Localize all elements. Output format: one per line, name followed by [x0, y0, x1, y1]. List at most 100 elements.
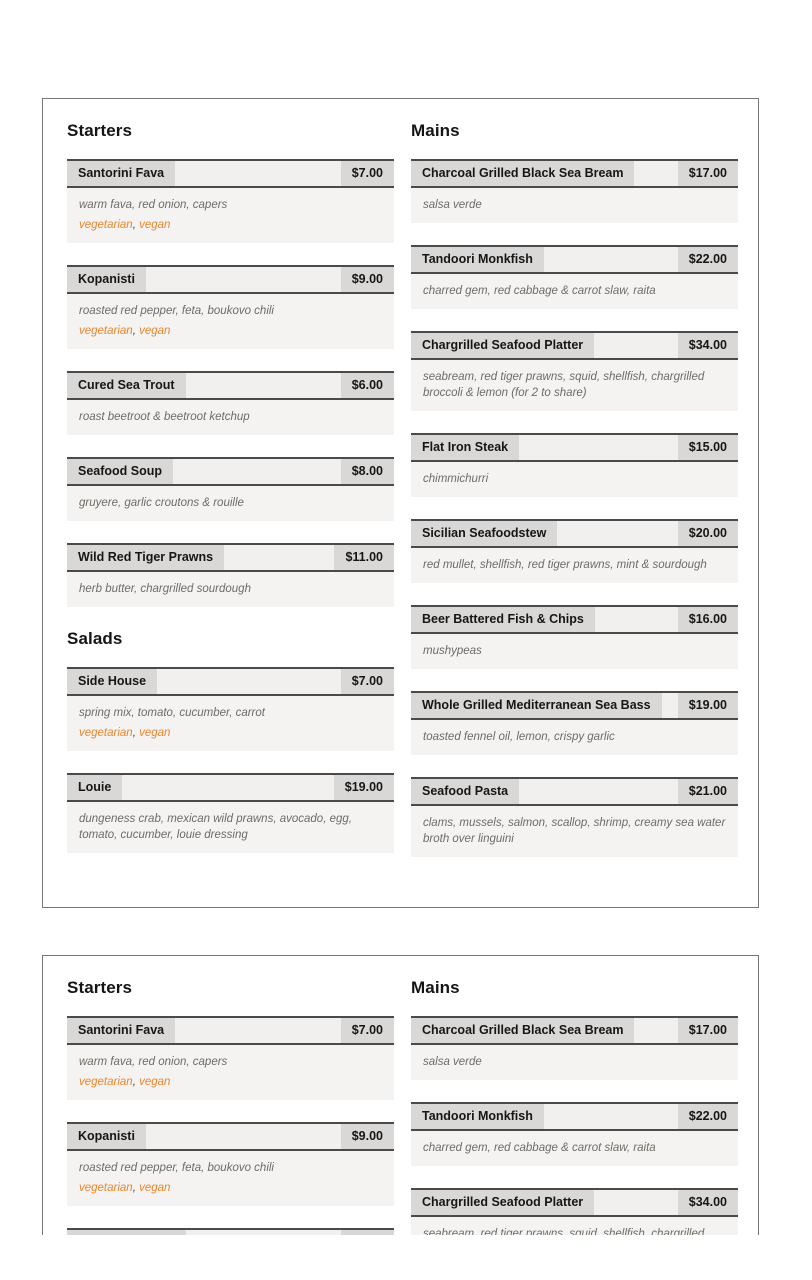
menu-item-name: Charcoal Grilled Black Sea Bream [411, 1018, 635, 1043]
menu-item-description: seabream, red tiger prawns, squid, shell… [411, 1217, 738, 1235]
menu-item-price: $22.00 [677, 247, 738, 272]
menu-item-header: Whole Grilled Mediterranean Sea Bass $19.… [411, 691, 738, 720]
menu-item-description: roasted red pepper, feta, boukovo chili v… [67, 1151, 394, 1206]
tag-link-vegan[interactable]: vegan [139, 219, 171, 231]
menu-item-description: roasted red pepper, feta, boukovo chili v… [67, 294, 394, 349]
tag-link-vegetarian[interactable]: vegetarian [79, 1182, 133, 1194]
menu-item: Charcoal Grilled Black Sea Bream $17.00 sa… [411, 1016, 738, 1080]
menu-item-description: herb butter, chargrilled sourdough [67, 572, 394, 607]
menu-item-description-text: dungeness crab, mexican wild prawns, avo… [79, 813, 352, 841]
menu-item-header: Charcoal Grilled Black Sea Bream $17.00 [411, 1016, 738, 1045]
menu-item-tags: vegetarian, vegan [79, 217, 382, 233]
menu-item: Seafood Soup $8.00 gruyere, garlic crouton… [67, 457, 394, 521]
menu-section-starters: Starters Santorini Fava $7.00 warm fava, re… [67, 978, 394, 1235]
tag-link-vegan[interactable]: vegan [139, 1076, 171, 1088]
menu-item-description-text: seabream, red tiger prawns, squid, shell… [423, 371, 705, 399]
menu-item-price: $8.00 [340, 459, 394, 484]
menu-item-price: $7.00 [340, 669, 394, 694]
menu-item-name: Tandoori Monkfish [411, 247, 544, 272]
menu-item-price: $9.00 [340, 1124, 394, 1149]
menu-item-name: Chargrilled Seafood Platter [411, 333, 595, 358]
tag-link-vegan[interactable]: vegan [139, 727, 171, 739]
tag-separator: , [132, 1182, 140, 1194]
menu-item: Chargrilled Seafood Platter $34.00 seabrea… [411, 1188, 738, 1235]
menu-item-name: Seafood Pasta [411, 779, 520, 804]
menu-item: Kopanisti $9.00 roasted red pepper, feta, … [67, 265, 394, 349]
menu-item-spacer [544, 1104, 678, 1129]
menu-item-description-text: toasted fennel oil, lemon, crispy garlic [423, 731, 615, 743]
menu-item-tags: vegetarian, vegan [79, 1180, 382, 1196]
menu-item-spacer [595, 607, 678, 632]
section-title: Starters [67, 121, 133, 140]
menu-item-price: $34.00 [677, 333, 738, 358]
menu-item-price: $19.00 [333, 775, 394, 800]
menu-item: Santorini Fava $7.00 warm fava, red onion,… [67, 1016, 394, 1100]
menu-item-description-text: roasted red pepper, feta, boukovo chili [79, 305, 274, 317]
menu-card-1: Starters Santorini Fava $7.00 warm fava, re… [42, 98, 759, 908]
menu-item-description: salsa verde [411, 1045, 738, 1080]
tag-link-vegetarian[interactable]: vegetarian [79, 1076, 133, 1088]
tag-link-vegan[interactable]: vegan [139, 325, 171, 337]
menu-columns: Starters Santorini Fava $7.00 warm fava, re… [67, 978, 738, 1235]
menu-item: Kopanisti $9.00 roasted red pepper, feta, … [67, 1122, 394, 1206]
menu-item-name: Louie [67, 775, 123, 800]
menu-item: Louie $19.00 dungeness crab, mexican wild … [67, 773, 394, 853]
menu-item-tags: vegetarian, vegan [79, 1074, 382, 1090]
menu-item-description-text: roasted red pepper, feta, boukovo chili [79, 1162, 274, 1174]
menu-item-header: Wild Red Tiger Prawns $11.00 [67, 543, 394, 572]
tag-link-vegetarian[interactable]: vegetarian [79, 325, 133, 337]
menu-column-right: Mains Charcoal Grilled Black Sea Bream $17… [411, 978, 738, 1235]
menu-item-name: Santorini Fava [67, 161, 176, 186]
menu-item: Chargrilled Seafood Platter $34.00 seabrea… [411, 331, 738, 411]
menu-item-description-text: gruyere, garlic croutons & rouille [79, 497, 244, 509]
menu-item-name: Santorini Fava [67, 1018, 176, 1043]
menu-item: Side House $7.00 spring mix, tomato, cucum… [67, 667, 394, 751]
menu-item-description: red mullet, shellfish, red tiger prawns,… [411, 548, 738, 583]
menu-item: Beer Battered Fish & Chips $16.00 mushypea… [411, 605, 738, 669]
menu-item-price: $15.00 [677, 435, 738, 460]
menu-card-2: Starters Santorini Fava $7.00 warm fava, re… [42, 955, 759, 1235]
menu-item-spacer [224, 545, 334, 570]
menu-item-spacer [594, 1190, 678, 1215]
menu-item-header: Santorini Fava $7.00 [67, 1016, 394, 1045]
menu-section-mains: Mains Charcoal Grilled Black Sea Bream $17… [411, 978, 738, 1235]
tag-link-vegetarian[interactable]: vegetarian [79, 727, 133, 739]
menu-item-price: $7.00 [340, 161, 394, 186]
menu-item-header: Cured Sea Trout $6.00 [67, 371, 394, 400]
menu-card-2-clip: Starters Santorini Fava $7.00 warm fava, re… [42, 955, 812, 1235]
menu-item-name: Kopanisti [67, 1124, 146, 1149]
menu-item-price: $34.00 [677, 1190, 738, 1215]
menu-item-header: Charcoal Grilled Black Sea Bream $17.00 [411, 159, 738, 188]
page: Starters Santorini Fava $7.00 warm fava, re… [42, 98, 812, 1235]
menu-section-mains: Mains Charcoal Grilled Black Sea Bream $17… [411, 121, 738, 857]
menu-item-name: Beer Battered Fish & Chips [411, 607, 595, 632]
menu-item-spacer [175, 161, 341, 186]
menu-item: Cured Sea Trout $6.00 roast beetroot & bee… [67, 371, 394, 435]
menu-item-price: $6.00 [340, 1230, 394, 1235]
section-title: Mains [411, 978, 460, 997]
menu-item: Sicilian Seafoodstew $20.00 red mullet, sh… [411, 519, 738, 583]
menu-item-name: Wild Red Tiger Prawns [67, 545, 225, 570]
menu-item-description: warm fava, red onion, capers vegetarian, … [67, 188, 394, 243]
menu-item-description: spring mix, tomato, cucumber, carrot vege… [67, 696, 394, 751]
menu-item-header: Beer Battered Fish & Chips $16.00 [411, 605, 738, 634]
menu-item-description-text: roast beetroot & beetroot ketchup [79, 411, 250, 423]
menu-item: Tandoori Monkfish $22.00 charred gem, red … [411, 245, 738, 309]
tag-link-vegetarian[interactable]: vegetarian [79, 219, 133, 231]
menu-columns: Starters Santorini Fava $7.00 warm fava, re… [67, 121, 738, 879]
menu-item-header: Tandoori Monkfish $22.00 [411, 245, 738, 274]
menu-item: Wild Red Tiger Prawns $11.00 herb butter, … [67, 543, 394, 607]
menu-item-header: Chargrilled Seafood Platter $34.00 [411, 331, 738, 360]
menu-item-price: $17.00 [677, 161, 738, 186]
menu-item-name: Sicilian Seafoodstew [411, 521, 558, 546]
tag-link-vegan[interactable]: vegan [139, 1182, 171, 1194]
tag-separator: , [132, 727, 140, 739]
menu-item-spacer [519, 779, 678, 804]
menu-item-name: Flat Iron Steak [411, 435, 520, 460]
menu-item-price: $19.00 [677, 693, 738, 718]
menu-item-description-text: charred gem, red cabbage & carrot slaw, … [423, 1142, 656, 1154]
menu-item-name: Charcoal Grilled Black Sea Bream [411, 161, 635, 186]
menu-item-spacer [662, 693, 678, 718]
menu-item: Tandoori Monkfish $22.00 charred gem, red … [411, 1102, 738, 1166]
menu-item-description: roast beetroot & beetroot ketchup [67, 400, 394, 435]
